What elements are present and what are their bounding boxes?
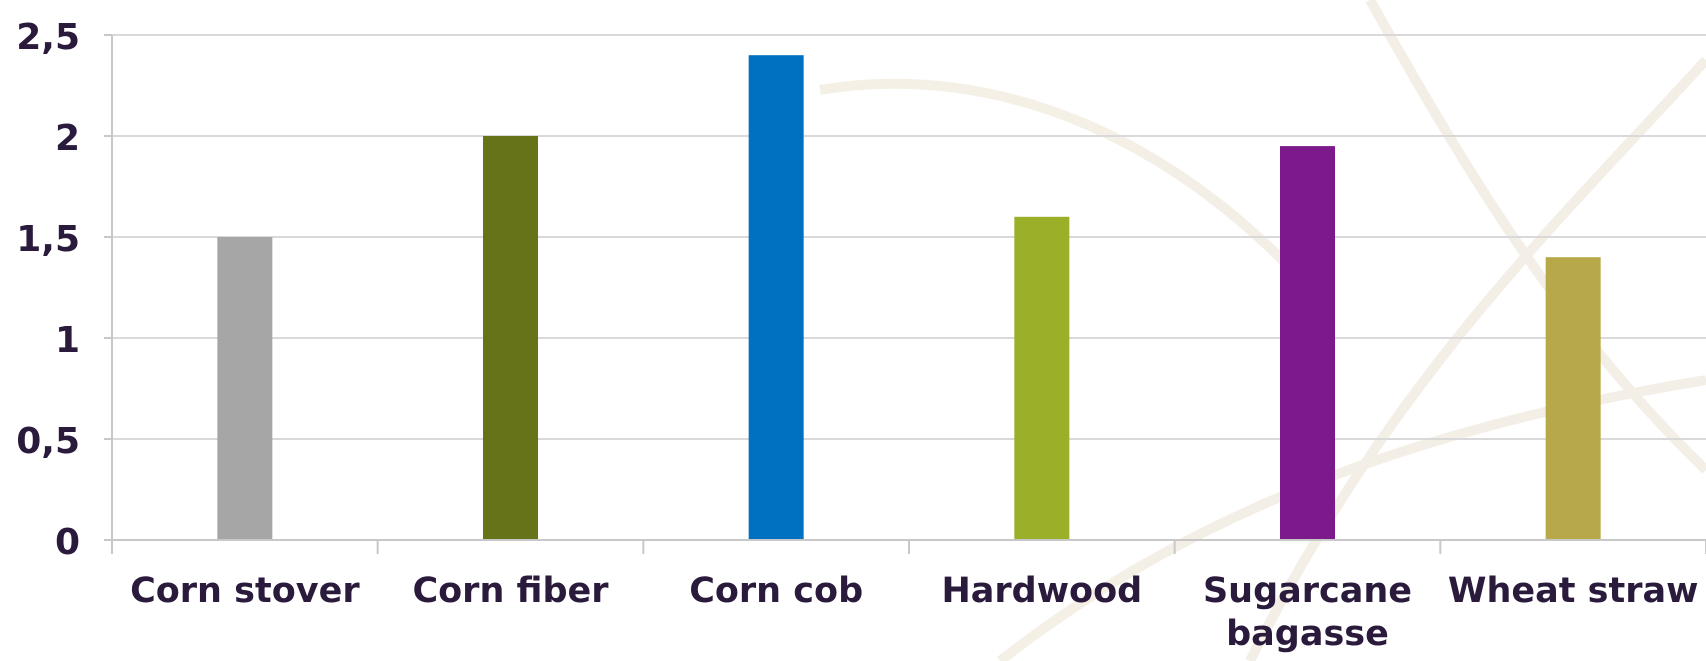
x-tick-label-line: Corn fiber <box>412 571 609 611</box>
y-tick-label: 2,5 <box>16 17 80 58</box>
x-tick-label: Sugarcane bagasse <box>1203 571 1412 654</box>
x-tick-label-line: bagasse <box>1226 614 1389 654</box>
x-tick-label: Wheat straw <box>1448 571 1699 611</box>
axes <box>104 34 1706 554</box>
y-tick-labels: 0 0,5 1 1,5 2 2,5 <box>16 17 80 563</box>
y-tick-label: 0,5 <box>16 421 80 462</box>
x-tick-label-line: Sugarcane <box>1203 571 1412 611</box>
y-tick-label: 1,5 <box>16 219 80 260</box>
bar <box>217 237 273 540</box>
bar <box>1014 216 1070 541</box>
x-tick-label: Corn cob <box>689 571 863 611</box>
y-tick-label: 1 <box>55 320 80 361</box>
y-tick-label: 0 <box>55 522 80 563</box>
x-tick-label-line: Corn cob <box>689 571 863 611</box>
bar <box>748 55 804 540</box>
x-tick-label-line: Corn stover <box>130 571 360 611</box>
bar <box>1280 146 1335 540</box>
x-tick-label-line: Wheat straw <box>1448 571 1699 611</box>
x-tick-label: Corn fiber <box>412 571 609 611</box>
x-tick-label: Corn stover <box>130 571 360 611</box>
bar <box>1545 257 1601 540</box>
gridlines <box>112 34 1706 440</box>
bar <box>483 136 538 540</box>
bars <box>217 55 1601 541</box>
x-tick-label: Hardwood <box>941 571 1142 611</box>
x-tick-labels: Corn stover Corn fiber Corn cob Hardwood Sug… <box>130 571 1698 654</box>
x-tick-label-line: Hardwood <box>941 571 1142 611</box>
y-tick-label: 2 <box>55 118 80 159</box>
